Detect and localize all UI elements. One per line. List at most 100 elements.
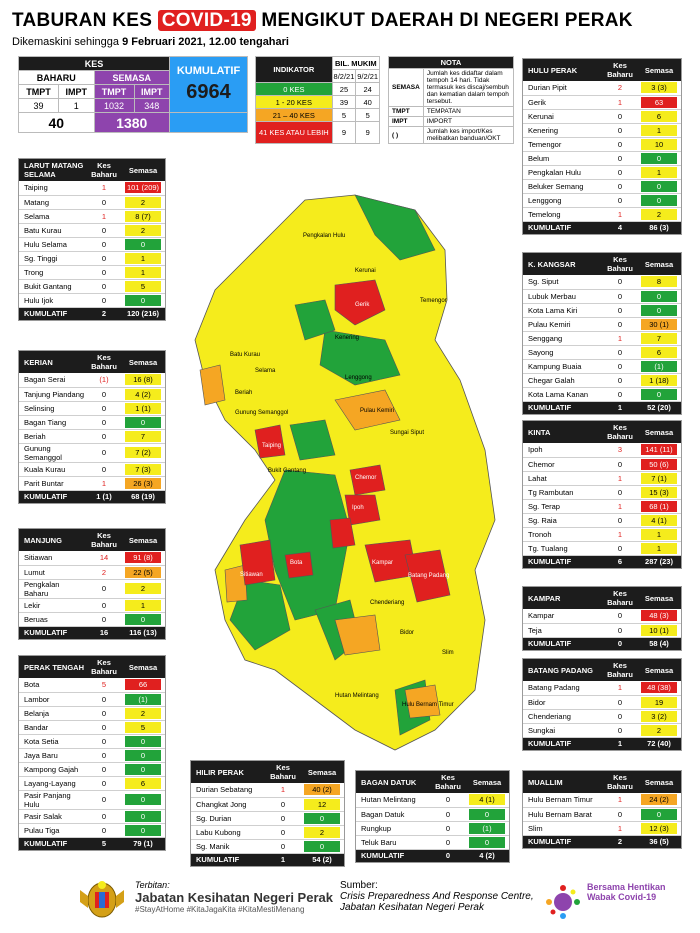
district-name: MANJUNG	[19, 529, 87, 551]
table-row: Trong 0 1	[19, 265, 165, 280]
total-row: KUMULATIF 4 86 (3)	[523, 221, 681, 234]
kes-baharu-value: 0	[87, 223, 121, 238]
nota-key: ( )	[388, 126, 424, 144]
semasa-value: 0	[121, 734, 165, 749]
semasa-value: 0	[121, 748, 165, 763]
kes-baharu-value: 0	[266, 797, 300, 812]
table-row: Bagan Tiang 0 0	[19, 415, 165, 430]
semasa-value: 6	[637, 345, 681, 360]
table-row: Sg. Raia 0 4 (1)	[523, 513, 681, 528]
map-label: Slim	[442, 650, 454, 656]
kumulatif-label: KUMULATIF	[176, 65, 241, 77]
table-row: Hulu Ijok 0 0	[19, 293, 165, 308]
total-row: KUMULATIF 16 116 (13)	[19, 626, 165, 639]
semasa-value: 0	[121, 237, 165, 252]
kes-baharu-value: 1	[603, 95, 637, 110]
semasa-value: 0	[637, 193, 681, 208]
semasa-value: 12 (3)	[637, 821, 681, 836]
table-row: Jaya Baru 0 0	[19, 748, 165, 763]
district-name: K. KANGSAR	[523, 253, 603, 275]
district-table-perak-tengah: PERAK TENGAH Kes Baharu Semasa Bota 5 66 Lambo…	[18, 655, 166, 851]
total-row: KUMULATIF 1 72 (40)	[523, 737, 681, 750]
mukim-name: Trong	[19, 265, 87, 280]
indicator-row-v1: 25	[331, 82, 357, 96]
table-row: Pulau Kemiri 0 30 (1)	[523, 317, 681, 332]
indicator-title: INDIKATOR	[255, 56, 333, 83]
mukim-name: Pulau Kemiri	[523, 317, 603, 332]
nota-value: Jumlah kes didaftar dalam tempoh 14 hari…	[422, 68, 515, 107]
kes-baharu-value: 1	[266, 783, 300, 798]
kumulatif-label: KUMULATIF	[523, 555, 603, 568]
mukim-name: Bota	[19, 678, 87, 693]
mukim-name: Kuala Kurau	[19, 462, 87, 477]
semasa-value: 50 (6)	[637, 457, 681, 472]
district-table-hilir-perak: HILIR PERAK Kes Baharu Semasa Durian Sebata…	[190, 760, 345, 867]
kes-title: KES	[18, 56, 170, 71]
total-baharu: 6	[603, 555, 637, 568]
mukim-name: Sg. Tinggi	[19, 251, 87, 266]
semasa-value: 7	[637, 331, 681, 346]
table-row: Sg. Tinggi 0 1	[19, 251, 165, 266]
map-label: Batang Padang	[408, 573, 450, 579]
total-semasa: 54 (2)	[300, 853, 344, 866]
table-row: Senggang 1 7	[523, 331, 681, 346]
table-row: Bota 5 66	[19, 678, 165, 693]
district-name: KERIAN	[19, 351, 87, 373]
total-baharu: 0	[603, 637, 637, 650]
kumulatif-label: KUMULATIF	[523, 401, 603, 414]
map-region-taiping	[254, 424, 286, 459]
indicator-row-v1: 5	[331, 108, 357, 122]
kes-baharu-value: 3	[603, 443, 637, 458]
mukim-name: Lekir	[19, 598, 87, 613]
table-row: Beluker Semang 0 0	[523, 179, 681, 194]
semasa-value: 0	[465, 807, 509, 822]
kes-baharu-value: 0	[266, 811, 300, 826]
semasa-value: (1)	[637, 359, 681, 374]
map-label: Sungai Siput	[390, 430, 425, 436]
footer-sumber: Crisis Preparedness And Response Centre,…	[340, 891, 534, 913]
semasa-header: Semasa	[637, 587, 681, 609]
total-row: KUMULATIF 0 58 (4)	[523, 637, 681, 650]
semasa-header: Semasa	[300, 761, 344, 783]
table-row: Kampong Gajah 0 0	[19, 762, 165, 777]
total-semasa: 68 (19)	[121, 490, 165, 503]
table-row: Bagan Datuk 0 0	[356, 807, 509, 822]
semasa-value: 5	[121, 279, 165, 294]
kes-baharu-value: 0	[87, 734, 121, 749]
kes-baharu-value: 0	[603, 289, 637, 304]
table-row: Matang 0 2	[19, 195, 165, 210]
baharu-total: 40	[18, 112, 95, 133]
map-label: Selama	[255, 368, 276, 374]
semasa-header: Semasa	[121, 656, 165, 678]
indicator-date-2: 9/2/21	[355, 69, 380, 83]
semasa-header: Semasa	[465, 771, 509, 793]
mukim-name: Lubuk Merbau	[523, 289, 603, 304]
kes-baharu-header: Kes Baharu	[87, 656, 121, 678]
kes-baharu-value: 0	[87, 776, 121, 791]
map-region-chemor	[349, 464, 386, 496]
baharu-tmpt-value: 39	[17, 98, 60, 113]
kes-baharu-value: 0	[603, 123, 637, 138]
kes-baharu-header: Kes Baharu	[87, 351, 121, 373]
kes-baharu-value: 0	[603, 723, 637, 738]
kes-baharu-value: 1	[603, 499, 637, 514]
table-row: Gunung Semanggol 0 7 (2)	[19, 443, 165, 463]
kes-baharu-value: 0	[431, 807, 465, 822]
subtitle-date: 9 Februari 2021, 12.00 tengahari	[122, 36, 289, 48]
kes-baharu-value: 0	[603, 695, 637, 710]
mukim-name: Labu Kubong	[191, 825, 266, 840]
table-row: Sg. Terap 1 68 (1)	[523, 499, 681, 514]
map-region-durian-sebatang	[334, 614, 381, 656]
table-row: Belum 0 0	[523, 151, 681, 166]
mukim-name: Hulu Bernam Barat	[523, 807, 603, 822]
table-row: Pulau Tiga 0 0	[19, 823, 165, 838]
mukim-name: Lambor	[19, 692, 87, 707]
semasa-value: 0	[300, 839, 344, 854]
baharu-impt-value: 1	[58, 98, 95, 113]
page-subtitle: Dikemaskini sehingga 9 Februari 2021, 12…	[12, 36, 289, 48]
semasa-value: 2	[121, 579, 165, 599]
kes-baharu-header: Kes Baharu	[603, 421, 637, 443]
total-baharu: 2	[603, 835, 637, 848]
total-baharu: 16	[87, 626, 121, 639]
table-row: Chenderiang 0 3 (2)	[523, 709, 681, 724]
